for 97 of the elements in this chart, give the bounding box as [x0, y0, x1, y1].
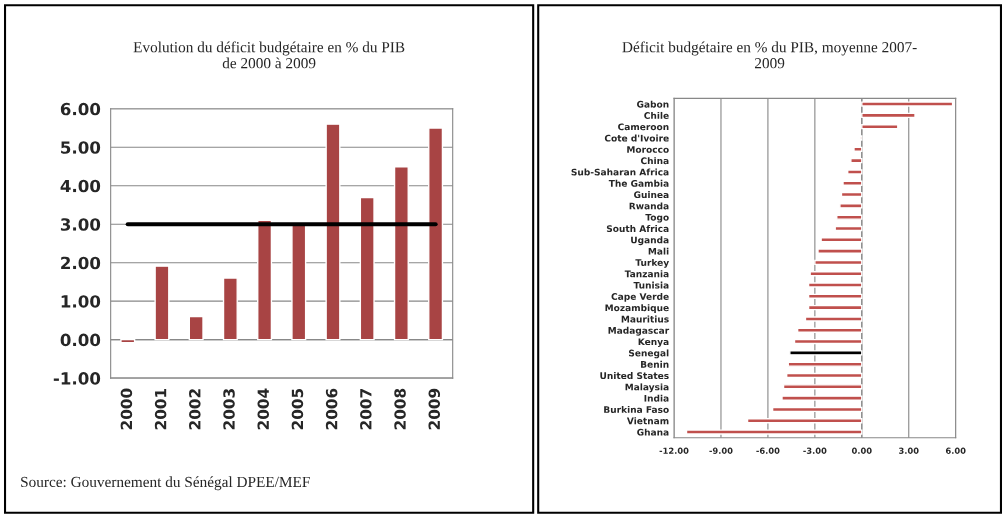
x-tick-label: 2001	[154, 388, 167, 430]
bar	[188, 315, 204, 341]
x-tick-label: 3.00	[899, 447, 919, 454]
y-tick-label: Mauritius	[621, 315, 669, 323]
bar	[781, 395, 863, 401]
y-tick-label: Madagascar	[608, 326, 670, 336]
bar	[120, 338, 136, 344]
x-tick-label: 2009	[428, 388, 441, 430]
y-tick-label: Benin	[641, 360, 669, 368]
y-tick-label: China	[640, 157, 669, 165]
y-tick-label: 1.00	[61, 295, 101, 308]
bar	[847, 169, 863, 175]
y-tick-label: India	[644, 394, 669, 402]
bar	[325, 123, 341, 341]
y-tick-label: Rwanda	[629, 202, 669, 210]
bar	[789, 350, 863, 356]
x-tick-label: -12.00	[659, 447, 689, 454]
bar	[428, 127, 444, 341]
bar	[222, 277, 238, 341]
x-tick-label: -9.00	[709, 447, 733, 454]
y-tick-label: 3.00	[60, 218, 101, 231]
y-tick-label: 6.00	[60, 102, 101, 116]
bar	[804, 316, 863, 322]
bar	[793, 338, 863, 345]
bar	[291, 223, 307, 341]
y-tick-label: Ghana	[637, 428, 669, 436]
bar	[746, 418, 863, 424]
bar	[807, 304, 863, 311]
x-tick-label: 2005	[291, 388, 304, 430]
y-tick-label: Kenya	[638, 338, 669, 347]
y-tick-label: 4.00	[60, 179, 101, 193]
bar	[257, 219, 273, 341]
bar	[861, 112, 916, 119]
y-tick-label: Uganda	[631, 236, 669, 246]
y-tick-label: Togo	[645, 213, 669, 223]
y-tick-label: Cameroon	[618, 123, 669, 131]
y-tick-label: Burkina Faso	[604, 406, 669, 413]
bar	[861, 101, 954, 107]
x-tick-label: 2007	[360, 389, 372, 430]
bar	[785, 372, 863, 379]
x-tick-label: 2004	[257, 388, 270, 430]
chart-title: Déficit budgétaire en % du PIB, moyenne 2007- 2009	[622, 41, 917, 69]
chart-title: Evolution du déficit budgétaire en % du PIB de 2000 à 2009	[133, 41, 405, 69]
bar	[809, 271, 863, 277]
bar	[796, 327, 863, 333]
x-tick-label: 0.00	[851, 447, 872, 454]
x-tick-label: -6.00	[756, 447, 780, 454]
y-tick-label: 5.00	[61, 141, 101, 154]
y-tick-label: Tanzania	[624, 270, 669, 278]
bar	[787, 361, 863, 367]
y-tick-label: 0.00	[60, 333, 101, 347]
bar	[850, 157, 863, 164]
x-tick-label: 6.00	[945, 447, 966, 454]
y-tick-label: Tunisia	[633, 281, 669, 289]
bar	[861, 124, 899, 130]
bar	[807, 282, 863, 288]
bar	[393, 166, 409, 341]
bar	[817, 248, 863, 254]
y-tick-label: South Africa	[606, 225, 669, 233]
y-tick-label: Morocco	[627, 146, 669, 153]
y-tick-label: Gabon	[637, 100, 669, 108]
y-tick-label: 2.00	[61, 256, 101, 270]
x-tick-label: 2000	[120, 388, 133, 430]
bar	[820, 237, 863, 243]
x-tick-label: 2002	[189, 389, 201, 430]
y-tick-label: Chile	[644, 111, 669, 119]
y-tick-label: Senegal	[628, 349, 669, 359]
y-tick-label: Mozambique	[605, 304, 669, 313]
source-note: Source: Gouvernement du Sénégal DPEE/MEF	[21, 476, 310, 491]
bar	[685, 429, 863, 435]
bar	[840, 191, 863, 198]
bar	[814, 259, 863, 266]
bar	[359, 196, 375, 341]
bar	[834, 225, 863, 232]
x-tick-label: 2003	[223, 389, 235, 430]
bar	[807, 293, 863, 300]
y-tick-label: Vietnam	[626, 417, 669, 425]
y-tick-label: The Gambia	[608, 179, 669, 187]
bar	[839, 203, 863, 209]
bar	[842, 180, 863, 186]
y-tick-label: Guinea	[634, 191, 669, 199]
bar	[782, 384, 863, 390]
y-tick-label: Malaysia	[625, 383, 669, 393]
y-tick-label: Cote d'Ivoire	[604, 134, 669, 142]
x-tick-label: 2006	[325, 388, 338, 430]
y-tick-label: Turkey	[635, 258, 669, 268]
bar	[853, 146, 863, 152]
bar	[836, 214, 863, 220]
x-tick-label: -3.00	[803, 447, 827, 454]
x-tick-label: 2008	[394, 388, 406, 430]
bar	[154, 265, 170, 341]
y-tick-label: -1.00	[53, 372, 101, 385]
y-tick-label: United States	[600, 372, 669, 380]
bar	[771, 406, 863, 413]
y-tick-label: Cape Verde	[611, 292, 669, 302]
y-tick-label: Sub-Saharan Africa	[571, 168, 669, 176]
y-tick-label: Mali	[648, 247, 669, 255]
